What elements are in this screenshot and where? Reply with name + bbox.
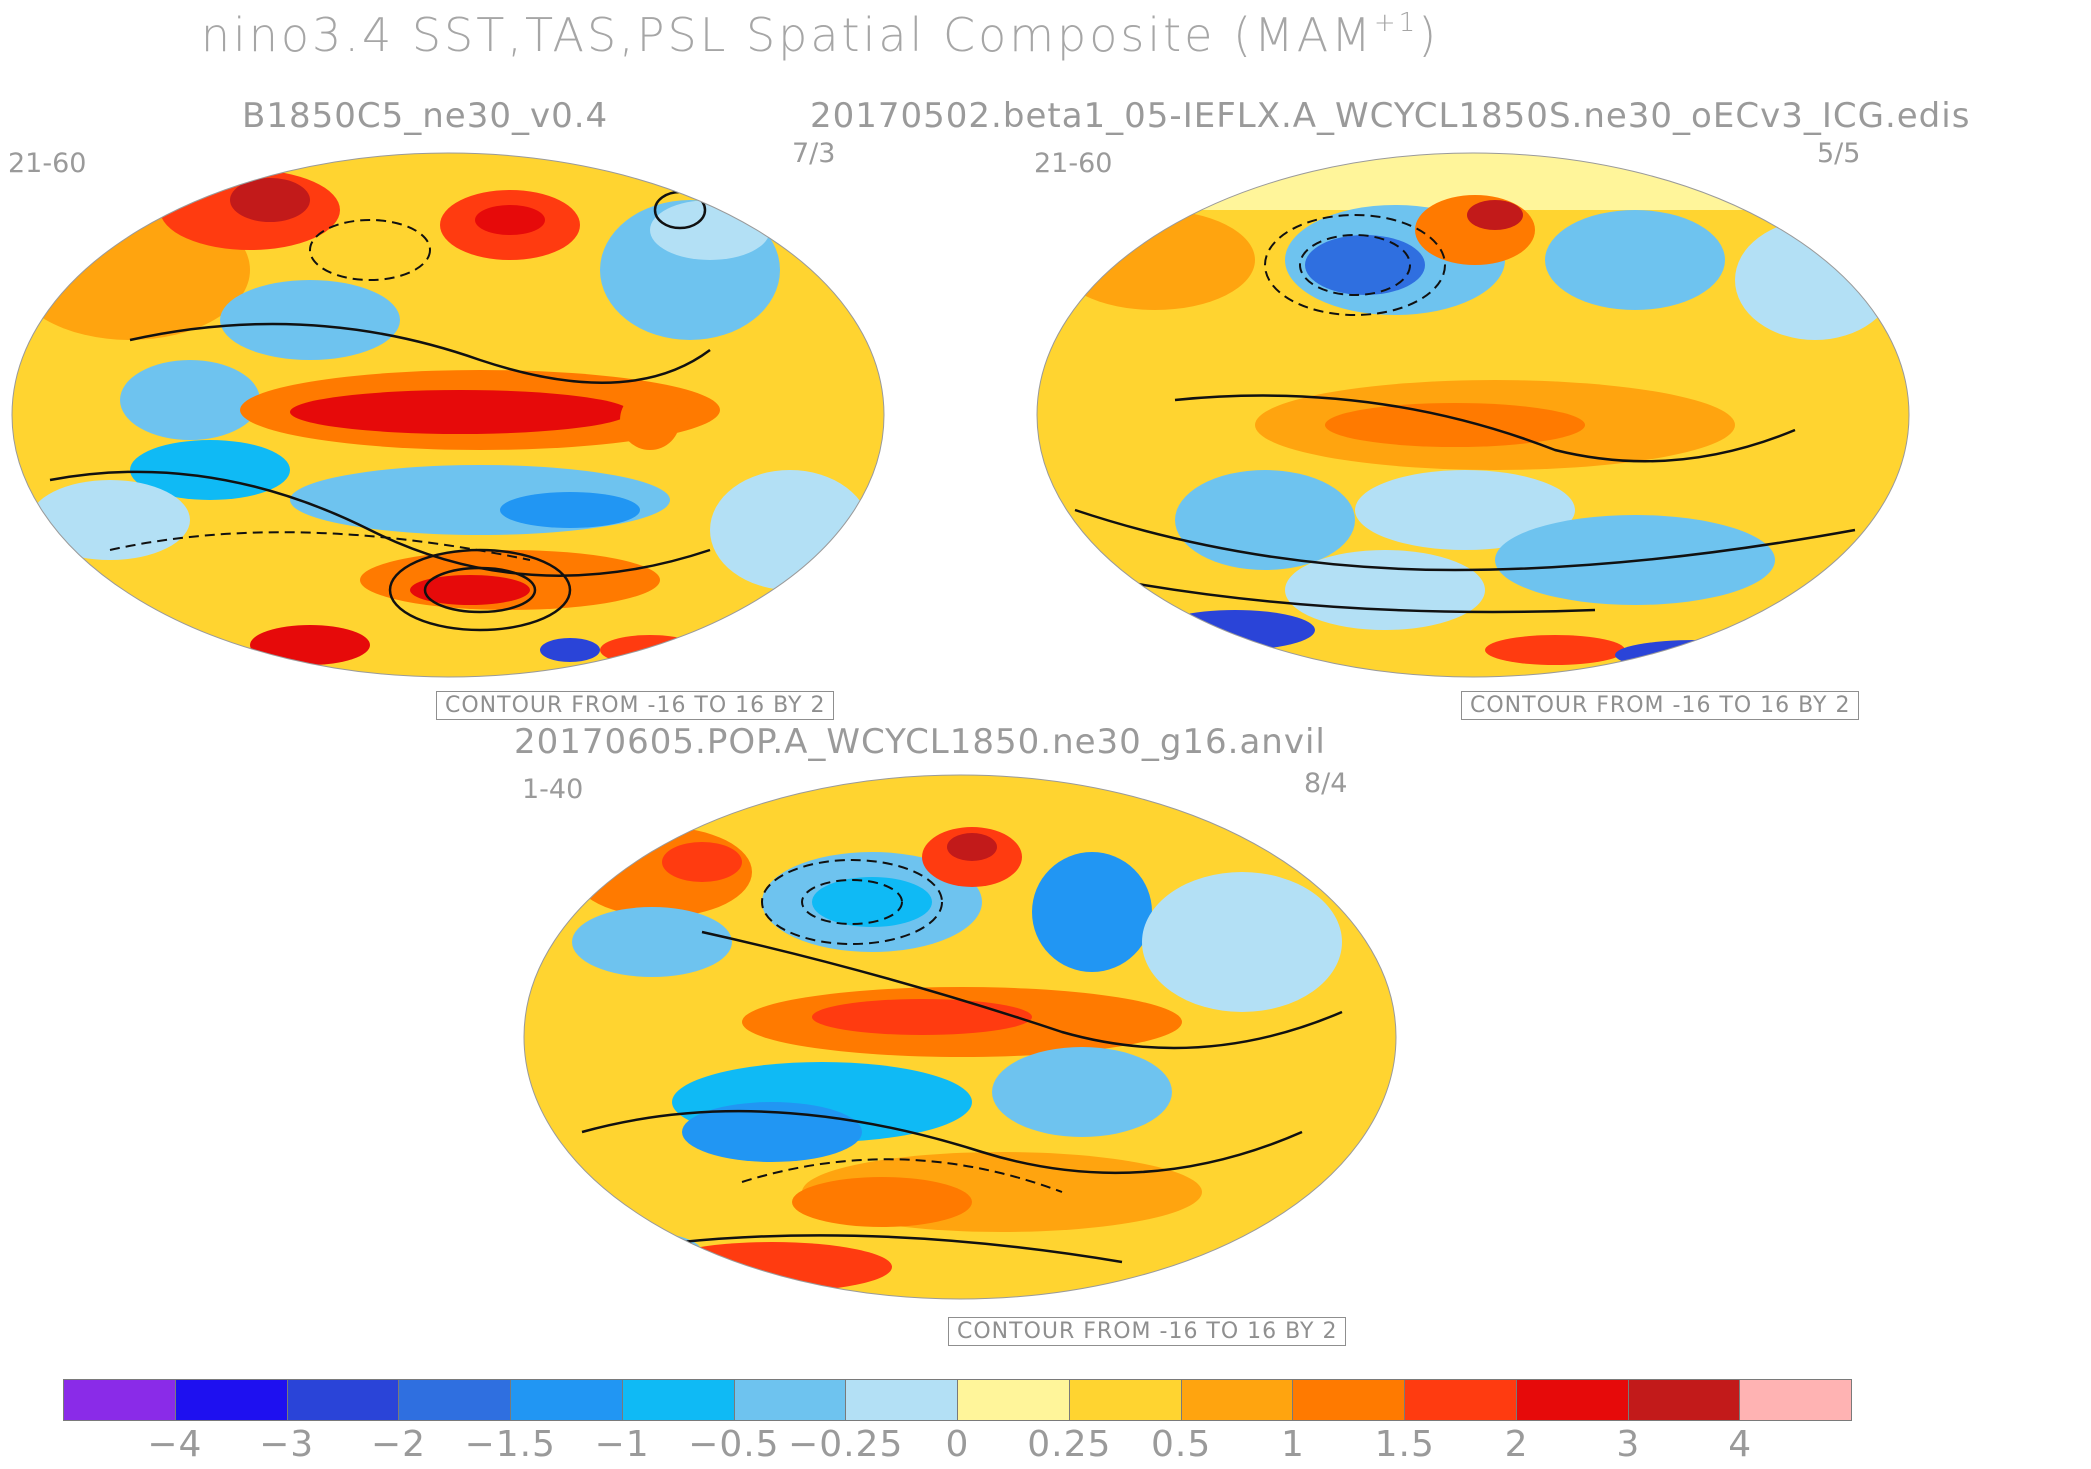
colorbar-swatch xyxy=(1515,1380,1628,1420)
colorbar-swatch xyxy=(510,1380,622,1420)
colorbar-tick-label: 1 xyxy=(1280,1424,1305,1465)
colorbar-swatch xyxy=(398,1380,510,1420)
colorbar-tick-label: −2 xyxy=(370,1424,426,1465)
colorbar-tick-label: 3 xyxy=(1616,1424,1641,1465)
colorbar-tick-label: −4 xyxy=(147,1424,203,1465)
panel-2-map xyxy=(1036,152,1910,678)
colorbar-tick-label: −1.5 xyxy=(464,1424,556,1465)
colorbar-swatch xyxy=(64,1380,175,1420)
colorbar-swatch xyxy=(1068,1380,1181,1420)
panel-2-count: 5/5 xyxy=(1817,138,1861,169)
colorbar-tick-label: −1 xyxy=(594,1424,650,1465)
colorbar-tick-label: 2 xyxy=(1504,1424,1529,1465)
panel-2-contour-label: CONTOUR FROM -16 TO 16 BY 2 xyxy=(1461,691,1860,720)
colorbar-swatch xyxy=(1627,1380,1740,1420)
colorbar-swatch xyxy=(174,1380,287,1420)
colorbar-swatch xyxy=(733,1380,846,1420)
panel-1-map xyxy=(11,152,885,678)
colorbar-tick-label: −0.25 xyxy=(788,1424,904,1465)
panel-3-contour-label: CONTOUR FROM -16 TO 16 BY 2 xyxy=(948,1317,1347,1346)
panel-3-years: 1-40 xyxy=(522,774,584,805)
colorbar-swatch xyxy=(621,1380,734,1420)
colorbar-swatch xyxy=(1739,1380,1851,1420)
colorbar-tick-label: 0.5 xyxy=(1150,1424,1212,1465)
panel-1-years: 21-60 xyxy=(8,148,87,179)
figure-title: nino3.4 SST,TAS,PSL Spatial Composite (M… xyxy=(200,8,1440,62)
panel-2-title: 20170502.beta1_05-IEFLX.A_WCYCL1850S.ne3… xyxy=(810,96,1971,136)
colorbar-swatch xyxy=(1180,1380,1293,1420)
colorbar-swatch xyxy=(957,1380,1069,1420)
colorbar-swatch xyxy=(286,1380,399,1420)
colorbar-tick-label: 4 xyxy=(1728,1424,1753,1465)
panel-1-title: B1850C5_ne30_v0.4 xyxy=(242,96,609,136)
colorbar-swatch xyxy=(1404,1380,1516,1420)
colorbar-tick-label: 1.5 xyxy=(1374,1424,1435,1465)
colorbar xyxy=(63,1379,1852,1421)
colorbar-ticks: −4 −3 −2 −1.5 −1 −0.5 −0.25 0 0.25 0.5 1 1.5 2 3 4 xyxy=(63,1424,1852,1468)
panel-3-map xyxy=(523,774,1397,1300)
colorbar-swatch xyxy=(845,1380,957,1420)
colorbar-tick-label: 0 xyxy=(945,1424,970,1465)
colorbar-tick-label: 0.25 xyxy=(1027,1424,1112,1465)
colorbar-tick-label: −3 xyxy=(259,1424,315,1465)
panel-3-title: 20170605.POP.A_WCYCL1850.ne30_g16.anvil xyxy=(514,722,1326,762)
panel-1-count: 7/3 xyxy=(792,138,836,169)
colorbar-swatch xyxy=(1292,1380,1404,1420)
colorbar-tick-label: −0.5 xyxy=(688,1424,780,1465)
panel-2-years: 21-60 xyxy=(1034,148,1113,179)
panel-3-count: 8/4 xyxy=(1304,768,1348,799)
panel-1-contour-label: CONTOUR FROM -16 TO 16 BY 2 xyxy=(436,691,835,720)
